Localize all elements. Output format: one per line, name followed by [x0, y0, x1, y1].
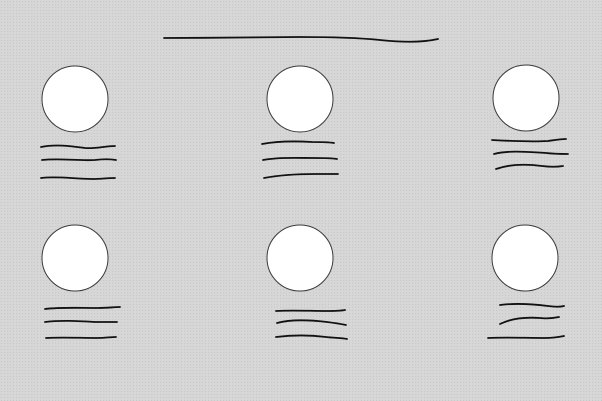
text-line — [262, 156, 338, 161]
text-line — [40, 176, 116, 180]
text-line — [487, 335, 565, 339]
profile-circle-icon — [41, 224, 109, 292]
text-line — [40, 144, 116, 150]
text-line — [261, 140, 335, 145]
text-line — [499, 303, 565, 308]
text-line — [499, 316, 560, 325]
text-line — [276, 319, 347, 326]
text-line — [493, 150, 569, 155]
text-line — [44, 306, 121, 310]
profile-circle-icon — [266, 65, 334, 133]
profile-circle-icon — [491, 224, 559, 292]
card-4[interactable] — [41, 224, 121, 339]
text-line — [275, 309, 346, 312]
profile-circle-icon — [492, 64, 560, 132]
text-line — [45, 336, 117, 339]
title-line — [163, 36, 439, 43]
text-line — [491, 138, 567, 143]
card-5[interactable] — [266, 224, 348, 340]
profile-circle-icon — [41, 65, 109, 133]
card-2[interactable] — [261, 65, 339, 179]
card-6[interactable] — [487, 224, 565, 339]
text-line — [41, 158, 117, 162]
text-line — [275, 334, 348, 340]
card-3[interactable] — [491, 64, 569, 170]
profile-circle-icon — [266, 224, 334, 292]
text-line — [495, 163, 564, 170]
text-line — [44, 319, 118, 323]
text-line — [263, 173, 339, 179]
card-1[interactable] — [40, 65, 117, 180]
